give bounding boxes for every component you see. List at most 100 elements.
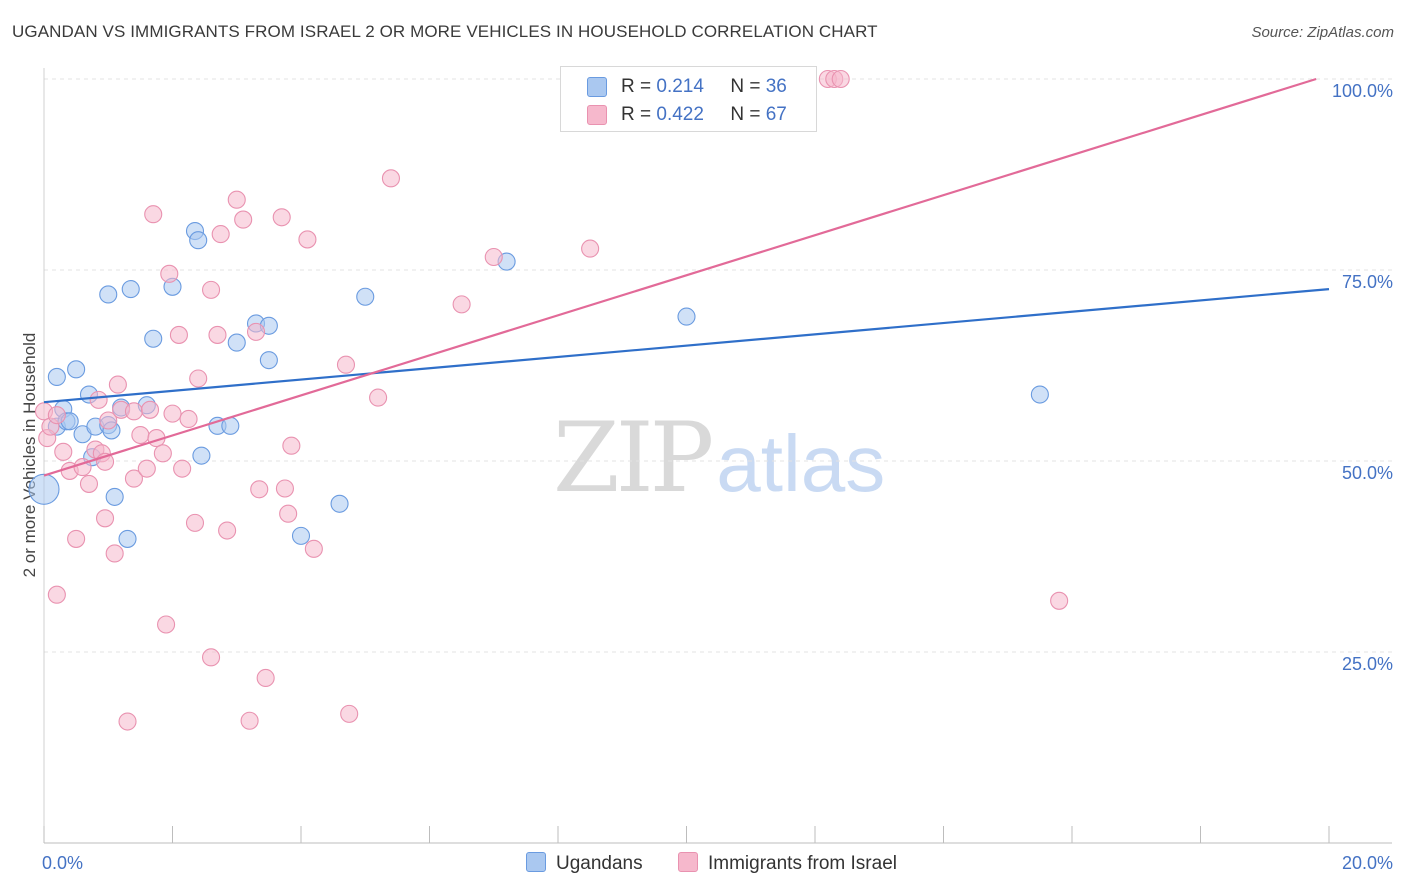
tick-labels: 25.0% 50.0% 75.0% 100.0% 0.0% 20.0% — [42, 81, 1393, 873]
gridlines — [44, 78, 1392, 653]
point-israel — [227, 190, 246, 209]
point-israel — [131, 425, 150, 445]
point-israel — [452, 295, 471, 314]
trend-lines — [43, 77, 1330, 477]
point-ugandans — [189, 231, 208, 250]
point-israel — [189, 369, 208, 388]
r-value: 0.422 — [656, 104, 704, 125]
point-ugandans — [47, 367, 66, 387]
point-israel — [240, 711, 259, 730]
stats-legend-text: R = 0.422 N = 67 — [621, 104, 787, 126]
point-israel — [124, 402, 143, 421]
n-value: 67 — [765, 104, 787, 125]
point-ugandans — [99, 285, 118, 304]
point-israel — [275, 479, 294, 498]
point-israel — [272, 208, 291, 227]
legend-swatch — [678, 852, 698, 872]
legend-label: Immigrants from Israel — [708, 853, 897, 874]
point-ugandans — [67, 360, 86, 379]
data-points — [28, 69, 1069, 731]
point-israel — [282, 436, 301, 455]
point-ugandans — [356, 287, 375, 306]
axes — [43, 68, 1392, 844]
legend-swatch — [526, 852, 546, 872]
point-ugandans — [1030, 385, 1049, 404]
point-israel — [105, 544, 124, 563]
point-israel — [336, 355, 356, 374]
point-israel — [250, 480, 269, 499]
point-israel — [108, 375, 127, 394]
trend-line-ugandans — [43, 288, 1330, 404]
r-value: 0.214 — [656, 76, 704, 97]
y-tick-label: 100.0% — [1332, 81, 1393, 101]
legend-label: Ugandans — [556, 853, 643, 874]
n-label: N = — [730, 76, 761, 97]
point-ugandans — [227, 333, 246, 352]
point-israel — [381, 169, 401, 188]
r-label: R = — [621, 76, 652, 97]
point-israel — [173, 459, 192, 478]
watermark: ZIPatlas — [553, 402, 885, 514]
point-israel — [484, 247, 503, 267]
point-israel — [246, 322, 266, 341]
point-israel — [369, 388, 388, 407]
point-israel — [279, 504, 298, 523]
n-label: N = — [730, 104, 761, 125]
source-label: Source: ZipAtlas.com — [1251, 24, 1394, 41]
point-ugandans — [291, 526, 311, 545]
point-israel — [153, 444, 172, 463]
legend-item-ugandans: Ugandans — [526, 852, 643, 875]
trend-line-israel — [43, 77, 1317, 477]
point-israel — [89, 390, 108, 409]
point-israel — [581, 239, 600, 258]
point-israel — [202, 280, 221, 299]
point-israel — [67, 529, 86, 548]
watermark-zip: ZIP — [553, 402, 714, 514]
y-tick-label: 50.0% — [1342, 463, 1393, 483]
point-ugandans — [28, 473, 60, 505]
point-israel — [185, 513, 205, 532]
legend-swatch-ugandans — [587, 77, 607, 97]
point-ugandans — [121, 280, 140, 299]
point-israel — [211, 225, 230, 244]
r-label: R = — [621, 104, 652, 125]
point-israel — [831, 69, 850, 89]
point-israel — [54, 442, 73, 461]
point-ugandans — [192, 446, 211, 465]
point-ugandans — [259, 351, 278, 370]
point-ugandans — [105, 487, 124, 506]
x-tick-label: 0.0% — [42, 853, 83, 873]
point-ugandans — [330, 494, 349, 513]
point-israel — [47, 585, 66, 604]
point-israel — [99, 411, 118, 430]
point-israel — [1050, 591, 1069, 610]
point-israel — [179, 409, 198, 429]
stats-legend-text: R = 0.214 N = 36 — [621, 76, 787, 98]
point-israel — [137, 459, 156, 478]
x-tick-label: 20.0% — [1342, 853, 1393, 873]
point-israel — [124, 469, 143, 488]
point-israel — [118, 712, 137, 731]
point-israel — [79, 474, 99, 493]
point-ugandans — [144, 329, 163, 348]
point-israel — [169, 325, 188, 344]
point-israel — [163, 404, 182, 423]
point-israel — [160, 264, 179, 283]
point-israel — [157, 615, 176, 634]
y-tick-label: 25.0% — [1342, 654, 1393, 674]
point-israel — [298, 230, 317, 249]
point-israel — [95, 509, 115, 528]
point-ugandans — [677, 307, 696, 326]
point-israel — [47, 406, 66, 425]
point-israel — [256, 668, 275, 688]
point-israel — [218, 521, 237, 540]
n-value: 36 — [765, 76, 787, 97]
legend-item-israel: Immigrants from Israel — [678, 852, 897, 875]
legend-swatch-israel — [587, 105, 607, 125]
point-israel — [304, 539, 323, 558]
point-israel — [340, 704, 359, 723]
y-tick-label: 75.0% — [1342, 272, 1393, 292]
point-israel — [144, 205, 163, 224]
point-israel — [208, 325, 227, 344]
point-israel — [234, 210, 253, 229]
